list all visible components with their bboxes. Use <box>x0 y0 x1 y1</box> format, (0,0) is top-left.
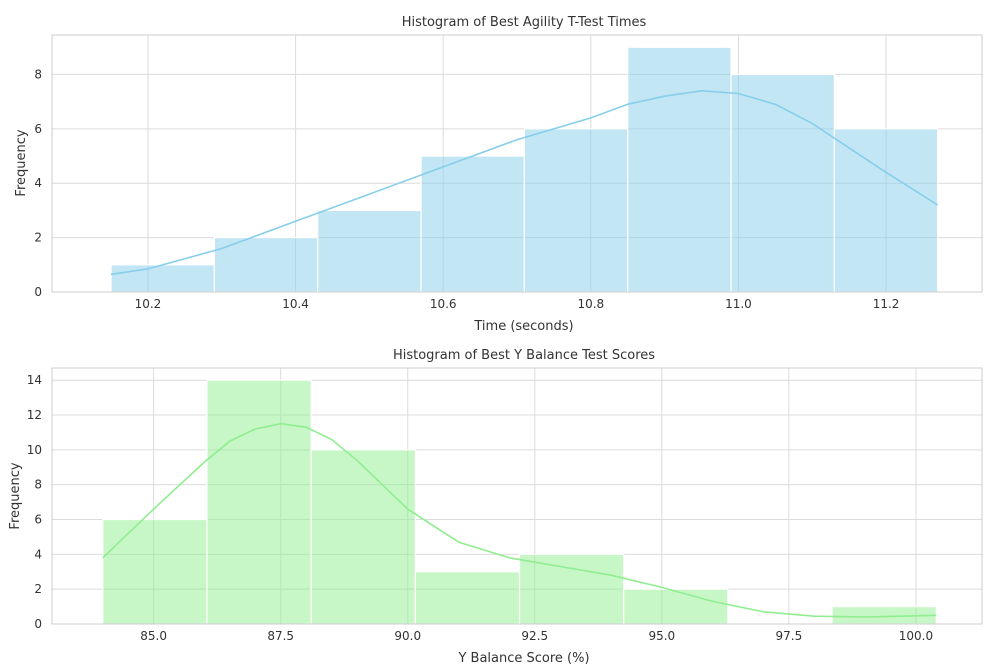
balance-x-tick-label: 87.5 <box>267 629 294 643</box>
agility-kde-curve <box>110 89 939 276</box>
agility-y-tick-label: 6 <box>34 122 42 136</box>
balance-y-tick-label: 4 <box>34 547 42 561</box>
agility-chart-title: Histogram of Best Agility T-Test Times <box>402 15 647 30</box>
balance-histogram-bar <box>310 449 416 625</box>
agility-chart: Histogram of Best Agility T-Test Times 1… <box>14 15 983 334</box>
balance-x-tick-label: 100.0 <box>899 629 933 643</box>
agility-histogram-bar <box>110 264 215 293</box>
balance-plot-frame <box>51 367 983 625</box>
balance-x-tick-label: 90.0 <box>394 629 421 643</box>
agility-x-tick-label: 10.4 <box>282 297 309 311</box>
agility-x-tick-label: 10.6 <box>430 297 457 311</box>
balance-y-tick-label: 12 <box>27 408 42 422</box>
balance-x-axis-label: Y Balance Score (%) <box>457 651 589 666</box>
agility-x-tick-label: 10.2 <box>135 297 162 311</box>
agility-histogram-bar <box>317 209 422 293</box>
agility-plot-frame <box>51 34 983 293</box>
agility-y-tick-label: 0 <box>34 285 42 299</box>
agility-histogram-bar <box>627 46 732 293</box>
agility-x-axis-label: Time (seconds) <box>473 319 573 334</box>
balance-x-tick-label: 92.5 <box>521 629 548 643</box>
balance-kde-curve <box>102 422 937 618</box>
balance-x-tick-label: 85.0 <box>140 629 167 643</box>
agility-x-tick-label: 11.0 <box>725 297 752 311</box>
balance-histogram-bar <box>623 588 729 625</box>
balance-chart: Histogram of Best Y Balance Test Scores … <box>8 348 983 666</box>
balance-y-tick-label: 10 <box>27 443 42 457</box>
balance-plot-area: 85.0 87.5 90.0 92.5 95.0 97.5 100.0 0 2 4 6 8 10 12 14 <box>27 367 983 643</box>
agility-x-tick-label: 11.2 <box>873 297 900 311</box>
balance-histogram-bar <box>102 518 208 625</box>
agility-plot-area: 10.2 10.4 10.6 10.8 11.0 11.2 0 2 4 6 8 <box>34 34 983 311</box>
balance-histogram-bar <box>518 553 625 625</box>
agility-y-axis-label: Frequency <box>14 129 29 196</box>
balance-chart-title: Histogram of Best Y Balance Test Scores <box>393 348 655 363</box>
agility-y-tick-label: 4 <box>34 176 42 190</box>
balance-histogram-bar <box>206 379 312 625</box>
agility-histogram-bar <box>420 155 525 293</box>
agility-x-tick-label: 10.8 <box>577 297 604 311</box>
balance-histogram-bar <box>414 571 521 625</box>
balance-x-tick-label: 95.0 <box>648 629 675 643</box>
agility-histogram-bar <box>730 73 835 293</box>
balance-y-tick-label: 8 <box>34 478 42 492</box>
agility-y-tick-label: 2 <box>34 231 42 245</box>
balance-y-tick-label: 6 <box>34 513 42 527</box>
agility-histogram-bar <box>833 128 939 293</box>
agility-histogram-bar <box>213 237 319 293</box>
balance-x-tick-label: 97.5 <box>776 629 803 643</box>
balance-y-axis-label: Frequency <box>8 462 23 529</box>
agility-histogram-bar <box>523 128 629 293</box>
balance-y-tick-label: 2 <box>34 582 42 596</box>
balance-y-tick-label: 0 <box>34 617 42 631</box>
agility-y-tick-label: 8 <box>34 67 42 81</box>
balance-y-tick-label: 14 <box>27 373 42 387</box>
